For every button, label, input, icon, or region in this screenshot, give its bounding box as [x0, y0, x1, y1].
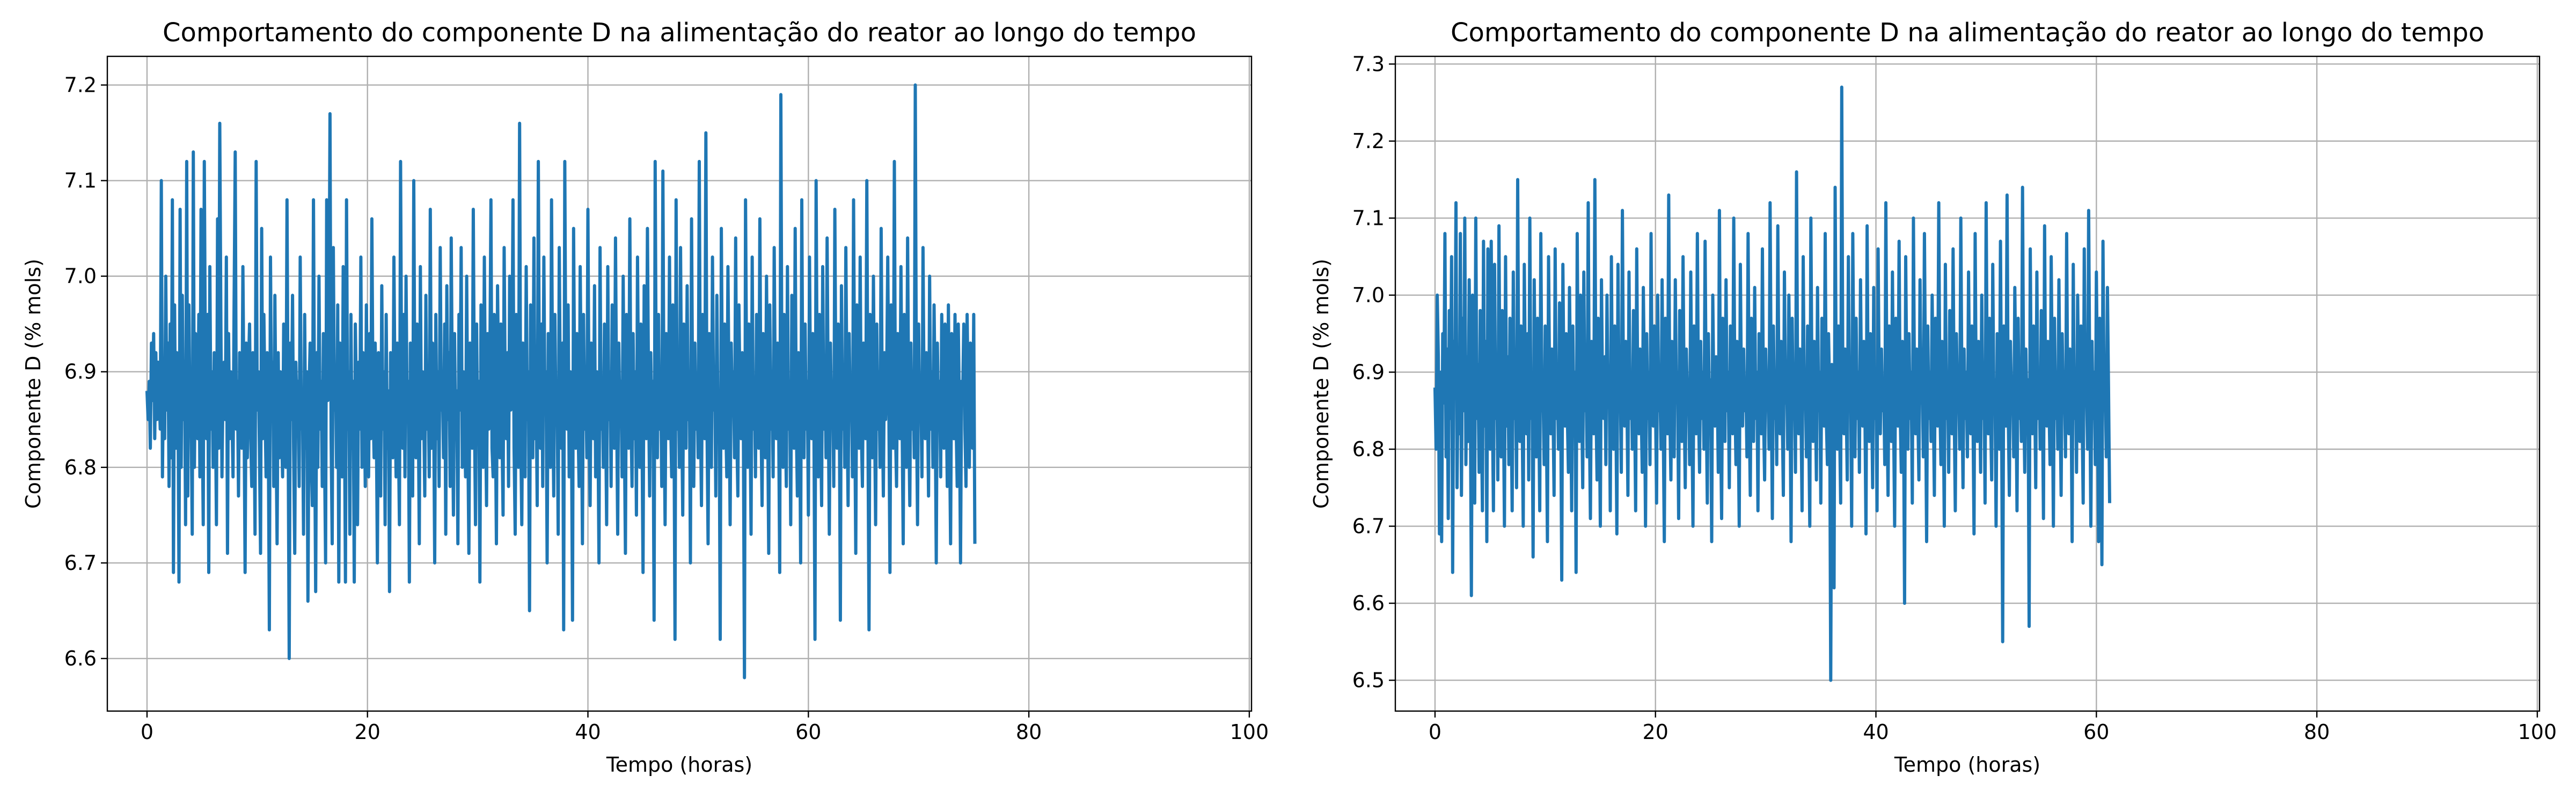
x-axis-label: Tempo (horas) [606, 753, 752, 777]
y-tick-label: 6.9 [1352, 360, 1385, 384]
axes-frame [106, 55, 1253, 712]
chart-title: Comportamento do componente D na aliment… [1451, 18, 2484, 48]
y-tick-label: 7.1 [64, 169, 97, 193]
chart-title: Comportamento do componente D na aliment… [163, 18, 1196, 48]
y-tick-label: 6.7 [64, 551, 97, 575]
x-tick-label: 40 [575, 720, 601, 744]
y-tick-label: 6.7 [1352, 515, 1385, 538]
y-tick-label: 7.3 [1352, 52, 1385, 76]
y-tick-label: 6.9 [64, 360, 97, 384]
y-axis-label: Componente D (% mols) [1309, 259, 1333, 509]
x-tick-label: 60 [2083, 720, 2109, 744]
y-tick-label: 6.5 [1352, 669, 1385, 692]
ticks: 0 20 40 60 80 100 6.5 6.6 6.7 6.8 6.9 7.0 7.1 7.2 7.3 [1352, 52, 2557, 744]
y-tick-label: 6.6 [64, 647, 97, 670]
x-tick-label: 100 [2518, 720, 2557, 744]
x-tick-label: 0 [141, 720, 153, 744]
x-tick-label: 60 [795, 720, 821, 744]
y-tick-label: 6.6 [1352, 591, 1385, 615]
x-tick-label: 80 [2304, 720, 2330, 744]
series-line [1433, 85, 2111, 682]
y-tick-label: 7.0 [1352, 283, 1385, 307]
y-axis-label: Componente D (% mols) [21, 259, 45, 509]
series-line [145, 83, 977, 679]
y-tick-label: 6.8 [1352, 437, 1385, 461]
y-tick-label: 7.0 [64, 265, 97, 288]
x-tick-label: 100 [1230, 720, 1269, 744]
chart-left: Comportamento do componente D na aliment… [21, 18, 1269, 777]
x-tick-label: 20 [1643, 720, 1668, 744]
x-tick-label: 80 [1016, 720, 1042, 744]
y-tick-label: 7.2 [1352, 129, 1385, 153]
chart-right: Comportamento do componente D na aliment… [1309, 18, 2557, 777]
x-tick-label: 20 [355, 720, 380, 744]
x-tick-label: 40 [1863, 720, 1889, 744]
x-tick-label: 0 [1429, 720, 1441, 744]
axes-frame [1394, 55, 2541, 712]
x-axis-label: Tempo (horas) [1894, 753, 2040, 777]
y-tick-label: 7.2 [64, 73, 97, 97]
y-tick-label: 7.1 [1352, 206, 1385, 230]
y-tick-label: 6.8 [64, 456, 97, 479]
ticks: 0 20 40 60 80 100 6.6 6.7 6.8 6.9 7.0 7.1 7.2 [64, 73, 1269, 744]
